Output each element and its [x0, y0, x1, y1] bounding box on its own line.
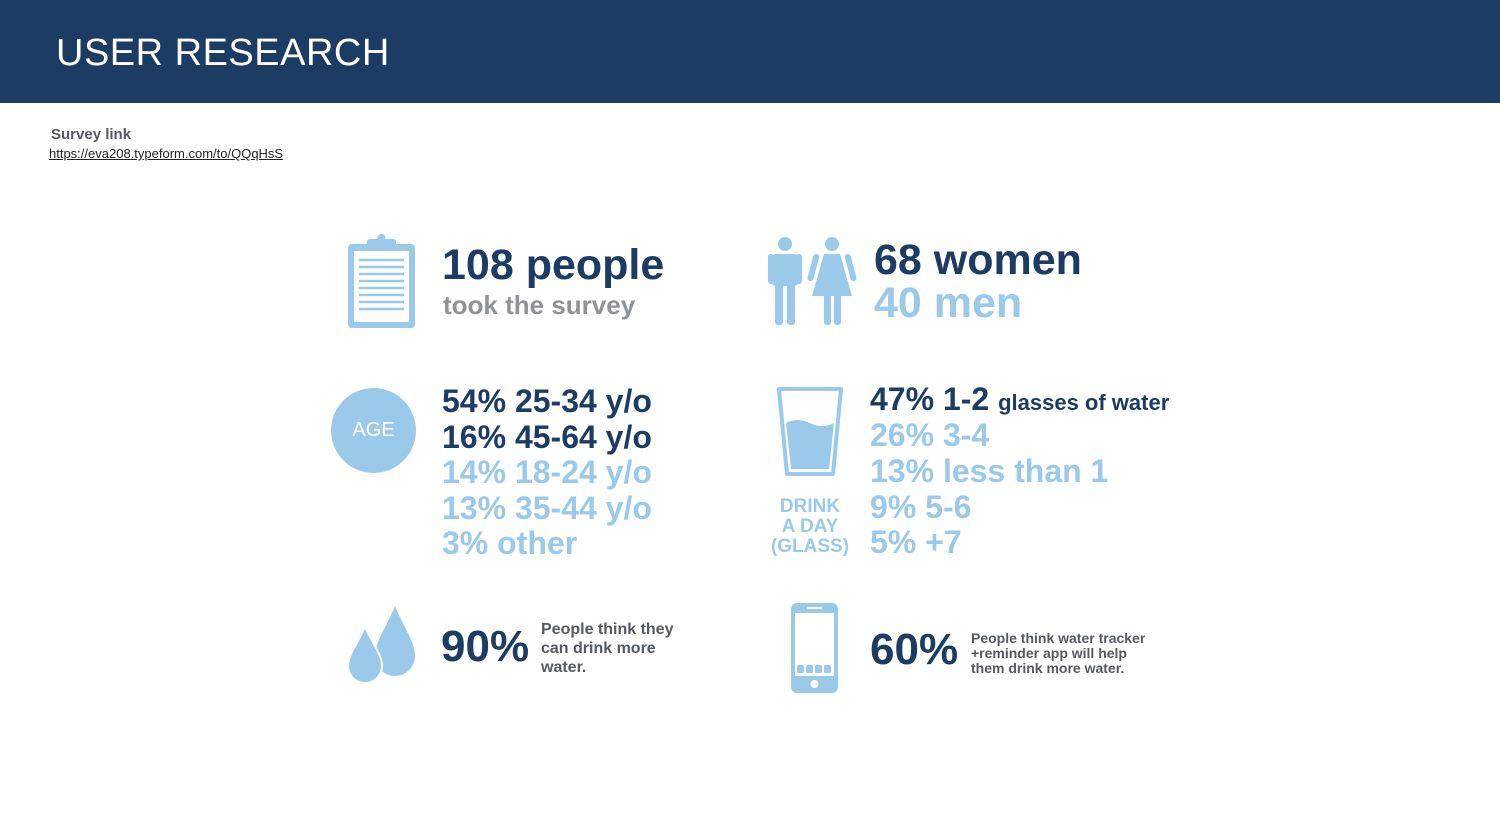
- age-line-3: 14% 18-24 y/o: [442, 454, 652, 490]
- water-line-3: 13% less than 1: [870, 453, 1109, 489]
- water-line-2: 26% 3-4: [870, 417, 990, 453]
- age-line-1: 54% 25-34 y/o: [442, 383, 652, 419]
- age-badge: AGE: [331, 388, 416, 473]
- page-title: USER RESEARCH: [56, 32, 390, 74]
- app-text-line-2: +reminder app will help: [971, 645, 1127, 661]
- clipboard-icon: [348, 234, 415, 328]
- participants-count: 108 people: [442, 241, 665, 289]
- age-line-2: 16% 45-64 y/o: [442, 418, 652, 455]
- app-percent: 60%: [870, 625, 959, 674]
- belief-text-line-1: People think they: [541, 621, 674, 638]
- men-count: 40 men: [874, 279, 1023, 327]
- water-drops-icon: [346, 606, 415, 684]
- app-text: People think water tracker +reminder app…: [971, 631, 1145, 676]
- women-count: 68 women: [874, 236, 1082, 284]
- man-woman-icon: [768, 237, 857, 325]
- glass-icon: [777, 387, 843, 476]
- header-bar: USER RESEARCH: [0, 0, 1500, 103]
- belief-text-line-3: water.: [541, 659, 587, 676]
- drink-label-line-1: DRINK: [779, 496, 841, 517]
- age-line-4: 13% 35-44 y/o: [442, 489, 652, 526]
- belief-percent: 90%: [441, 622, 530, 671]
- belief-text: People think they can drink more water.: [541, 620, 673, 677]
- water-line-1-value: 47% 1-2: [870, 381, 990, 417]
- belief-text-line-2: can drink more: [541, 640, 656, 657]
- water-line-5: 5% +7: [870, 524, 962, 560]
- app-text-line-3: them drink more water.: [971, 660, 1125, 676]
- water-line-1-suffix: glasses of water: [998, 390, 1170, 415]
- water-line-1: 47% 1-2 glasses of water: [870, 381, 1170, 421]
- water-line-4: 9% 5-6: [870, 489, 972, 525]
- drink-label-line-3: (GLASS): [770, 536, 850, 557]
- app-text-line-1: People think water tracker: [971, 630, 1146, 646]
- drink-a-day-label: DRINK A DAY (GLASS): [770, 497, 850, 557]
- survey-link[interactable]: https://eva208.typeform.com/to/QQqHsS: [49, 146, 284, 161]
- smartphone-icon: [791, 603, 838, 693]
- survey-link-label: Survey link: [51, 126, 132, 143]
- participants-caption: took the survey: [443, 290, 636, 320]
- age-line-5: 3% other: [442, 525, 578, 561]
- drink-label-line-2: A DAY: [781, 516, 839, 537]
